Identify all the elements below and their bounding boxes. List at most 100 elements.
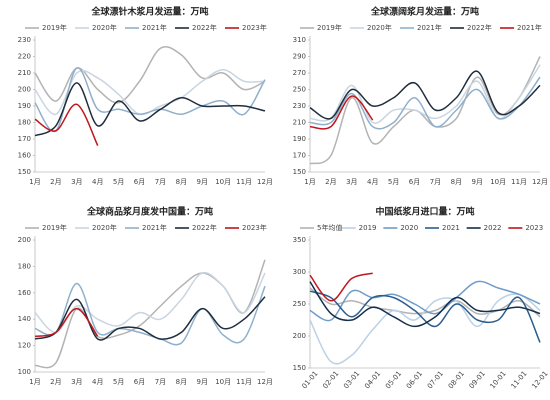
x-tick-label: 8月 — [176, 178, 187, 186]
x-tick-label: 12月 — [257, 378, 273, 386]
y-tick-label: 150 — [18, 168, 31, 176]
x-tick-label: 10月 — [215, 178, 231, 186]
legend-label: 2019 — [359, 224, 377, 232]
x-tick-label: 05-01 — [384, 370, 403, 391]
y-tick-label: 120 — [18, 342, 31, 350]
x-tick-label: 2月 — [50, 178, 61, 186]
chart-panel: 中国纸浆月进口量：万吨 150 200 250 300 350 01-01 02-01 03-0… — [293, 206, 550, 391]
legend-label: 2020年 — [92, 23, 117, 32]
x-tick-label: 9月 — [197, 178, 208, 186]
y-tick-label: 180 — [18, 119, 31, 127]
y-tick-label: 140 — [18, 315, 31, 323]
legend-label: 2022年 — [467, 23, 492, 32]
chart-panel: 全球商品浆月度发中国量：万吨 100 120 140 160 180 200 1月 2月 3月 4月… — [18, 206, 273, 387]
y-tick-label: 200 — [293, 332, 306, 340]
x-tick-label: 8月 — [451, 178, 462, 186]
y-tick-label: 180 — [18, 262, 31, 270]
chart-title: 全球漂阔浆月发运量：万吨 — [370, 6, 479, 18]
x-tick-label: 09-01 — [468, 370, 487, 391]
x-tick-label: 12月 — [532, 178, 548, 186]
x-tick-label: 11月 — [236, 178, 252, 186]
chart-panel: 全球漂阔浆月发运量：万吨 150 170 190 210 230 250 270 290 310 1… — [293, 6, 548, 187]
x-tick-label: 12-01 — [530, 370, 549, 391]
series-line — [309, 280, 541, 322]
x-tick-label: 4月 — [92, 178, 103, 186]
x-tick-label: 12月 — [257, 178, 273, 186]
x-tick-label: 8月 — [176, 378, 187, 386]
x-tick-label: 3月 — [71, 378, 82, 386]
chart-title: 中国纸浆月进口量：万吨 — [375, 206, 474, 218]
x-tick-label: 10月 — [215, 378, 231, 386]
series-line — [34, 307, 99, 338]
legend-label: 5年均值 — [317, 223, 342, 232]
x-tick-label: 7月 — [155, 178, 166, 186]
series-line — [309, 76, 541, 130]
x-tick-label: 5月 — [388, 178, 399, 186]
x-tick-label: 02-01 — [321, 370, 340, 391]
chart-title: 全球商品浆月度发中国量：万吨 — [86, 206, 213, 218]
x-tick-label: 3月 — [71, 178, 82, 186]
legend-label: 2021年 — [417, 23, 442, 32]
x-tick-label: 11月 — [511, 178, 527, 186]
legend-label: 2020年 — [367, 23, 392, 32]
x-tick-label: 03-01 — [342, 370, 361, 391]
x-tick-label: 1月 — [29, 378, 40, 386]
x-tick-label: 08-01 — [447, 370, 466, 391]
legend-label: 2019年 — [317, 23, 342, 32]
y-tick-label: 290 — [293, 53, 306, 61]
x-tick-label: 4月 — [367, 178, 378, 186]
x-tick-label: 6月 — [134, 178, 145, 186]
series-line — [309, 281, 541, 328]
x-tick-label: 06-01 — [405, 370, 424, 391]
y-tick-label: 210 — [18, 69, 31, 77]
legend-label: 2020 — [400, 224, 418, 232]
y-tick-label: 170 — [293, 152, 306, 160]
series-line — [34, 271, 266, 334]
legend-label: 2019年 — [42, 223, 67, 232]
legend-label: 2019年 — [42, 23, 67, 32]
y-tick-label: 190 — [293, 135, 306, 143]
legend-label: 2022年 — [192, 23, 217, 32]
y-tick-label: 190 — [18, 102, 31, 110]
y-tick-label: 230 — [293, 102, 306, 110]
legend-label: 2023年 — [242, 23, 267, 32]
series-line — [34, 282, 266, 346]
x-tick-label: 04-01 — [363, 370, 382, 391]
y-tick-label: 160 — [18, 289, 31, 297]
y-tick-label: 310 — [293, 36, 306, 44]
x-tick-label: 9月 — [197, 378, 208, 386]
x-tick-label: 10-01 — [489, 370, 508, 391]
y-tick-label: 170 — [18, 135, 31, 143]
x-tick-label: 6月 — [409, 178, 420, 186]
x-tick-label: 07-01 — [426, 370, 445, 391]
y-tick-label: 250 — [293, 86, 306, 94]
series-line — [309, 272, 373, 302]
y-tick-label: 150 — [293, 364, 306, 372]
x-tick-label: 1月 — [29, 178, 40, 186]
x-tick-label: 10月 — [490, 178, 506, 186]
legend-label: 2023年 — [242, 223, 267, 232]
x-tick-label: 11月 — [236, 378, 252, 386]
legend-label: 2021年 — [517, 23, 542, 32]
series-line — [309, 70, 541, 120]
series-line — [309, 293, 541, 365]
series-line — [34, 296, 266, 341]
legend-label: 2021 — [442, 224, 460, 232]
legend-label: 2020年 — [92, 223, 117, 232]
y-tick-label: 210 — [293, 119, 306, 127]
y-tick-label: 230 — [18, 36, 31, 44]
legend-label: 2021年 — [142, 223, 167, 232]
x-tick-label: 6月 — [134, 378, 145, 386]
series-line — [34, 103, 99, 146]
y-tick-label: 160 — [18, 152, 31, 160]
chart-panel: 全球漂针木浆月发运量：万吨 150 160 170 180 190 200 210 220 230… — [18, 6, 273, 187]
series-line — [34, 67, 266, 133]
x-tick-label: 5月 — [113, 178, 124, 186]
x-tick-label: 7月 — [155, 378, 166, 386]
y-tick-label: 100 — [18, 368, 31, 376]
x-tick-label: 2月 — [325, 178, 336, 186]
series-line — [309, 56, 541, 165]
x-tick-label: 01-01 — [300, 370, 319, 391]
legend-label: 2022 — [484, 224, 502, 232]
